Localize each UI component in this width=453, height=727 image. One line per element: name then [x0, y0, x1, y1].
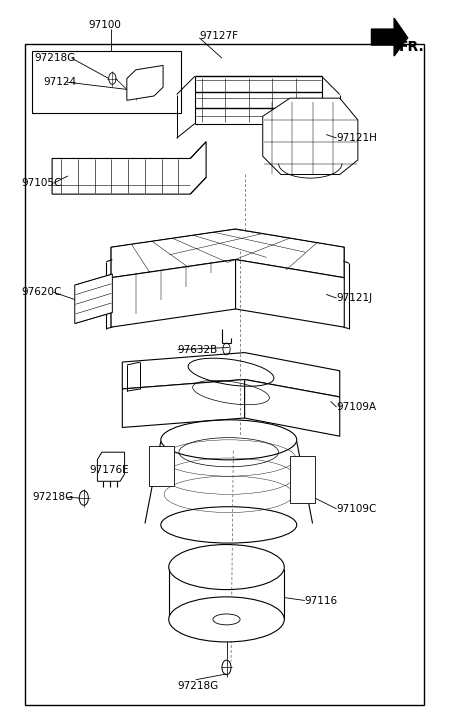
Text: FR.: FR.: [399, 40, 424, 55]
Polygon shape: [127, 65, 163, 100]
Text: 97109C: 97109C: [337, 504, 377, 514]
Polygon shape: [245, 379, 340, 436]
Polygon shape: [263, 98, 358, 174]
Polygon shape: [111, 229, 344, 278]
Text: 97121H: 97121H: [337, 133, 377, 143]
Ellipse shape: [169, 545, 284, 590]
Ellipse shape: [213, 614, 240, 625]
Polygon shape: [111, 260, 236, 327]
Bar: [149, 446, 174, 486]
Polygon shape: [97, 452, 125, 481]
Text: 97218G: 97218G: [178, 680, 219, 691]
Bar: [290, 456, 315, 503]
Text: 97632B: 97632B: [178, 345, 218, 355]
Bar: [25, 44, 424, 705]
Polygon shape: [122, 353, 340, 397]
Text: 97109A: 97109A: [337, 402, 377, 412]
Polygon shape: [52, 142, 206, 194]
Text: 97116: 97116: [305, 595, 338, 606]
Polygon shape: [122, 379, 245, 427]
Polygon shape: [371, 18, 408, 56]
Text: 97105C: 97105C: [22, 178, 62, 188]
Text: 97100: 97100: [88, 20, 121, 30]
Polygon shape: [236, 260, 344, 327]
Text: 97124: 97124: [43, 77, 76, 87]
Text: 97176E: 97176E: [90, 465, 129, 475]
Bar: [32, 51, 181, 113]
Text: 97218G: 97218G: [33, 492, 74, 502]
Ellipse shape: [169, 597, 284, 642]
Text: 97620C: 97620C: [22, 287, 62, 297]
Polygon shape: [75, 274, 112, 324]
Text: 97127F: 97127F: [199, 31, 238, 41]
Text: 97218G: 97218G: [34, 53, 75, 63]
Text: 97121J: 97121J: [337, 293, 373, 303]
